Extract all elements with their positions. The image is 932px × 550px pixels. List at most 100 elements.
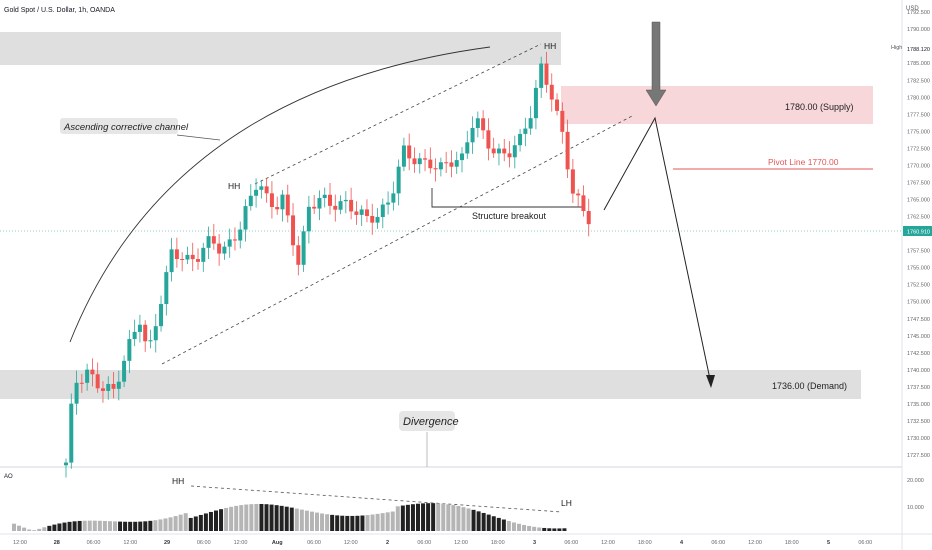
ao-bar (451, 505, 456, 531)
structure-breakout-label: Structure breakout (472, 211, 547, 221)
channel-label: Ascending corrective channel (63, 122, 189, 133)
supply-label: 1780.00 (Supply) (785, 102, 854, 112)
ao-bar (168, 517, 173, 531)
ao-bar (375, 513, 380, 531)
ao-bar (547, 528, 552, 531)
ao-bar (52, 524, 57, 531)
ao-tick-label: 20.000 (907, 478, 924, 484)
ao-bar (62, 522, 67, 531)
ao-bar (355, 515, 360, 531)
ao-bar (532, 526, 537, 531)
candle-body (206, 236, 211, 248)
time-tick-label: 06:00 (858, 540, 872, 546)
candle-body (116, 381, 121, 389)
candle-body (291, 215, 296, 246)
candle-body (322, 194, 327, 199)
candle-body (533, 87, 538, 119)
candle-body (486, 130, 491, 149)
ao-bar (133, 521, 138, 531)
time-tick-label: 06:00 (711, 540, 725, 546)
ao-bar (72, 521, 77, 531)
candle-body (380, 204, 385, 217)
ao-bar (188, 517, 193, 531)
time-tick-label: 5 (827, 540, 830, 546)
candle-body (581, 195, 586, 212)
ao-bar (123, 521, 128, 531)
candle-body (306, 206, 311, 232)
ao-bar (400, 505, 405, 531)
ao-bar (552, 528, 557, 531)
channel-label-pointer (176, 134, 221, 141)
candle-body (159, 304, 164, 327)
divergence-label-box (399, 411, 455, 431)
price-tick-label: 1785.000 (907, 61, 930, 67)
time-tick-label: 12:00 (123, 540, 137, 546)
candle-body (248, 195, 253, 207)
ao-bar (269, 504, 274, 531)
ao-bar (102, 520, 107, 531)
candle-body (301, 231, 306, 265)
time-tick-label: 06:00 (87, 540, 101, 546)
ao-bar (446, 504, 451, 531)
ao-bar (501, 519, 506, 531)
candle-body (269, 193, 274, 208)
candle-body (338, 201, 343, 210)
candle-body (264, 186, 269, 194)
price-tick-label: 1775.000 (907, 129, 930, 135)
ao-bar (113, 521, 117, 531)
candle-body (127, 339, 132, 361)
ao-bar (229, 506, 234, 531)
ao-bar (506, 521, 511, 531)
demand-zone (0, 370, 861, 399)
candle-body (428, 159, 433, 169)
candle-body (570, 169, 575, 194)
price-tick-label: 1745.000 (907, 334, 930, 340)
channel-upper-line (254, 43, 542, 185)
candle-body (148, 340, 153, 342)
high-value: 1788.120 (907, 47, 930, 53)
candle-body (180, 258, 185, 260)
ao-bar (128, 521, 133, 531)
candles-layer (64, 51, 591, 478)
candle-body (312, 206, 317, 209)
candle-body (190, 254, 195, 260)
candle-body (132, 331, 137, 340)
time-tick-label: 06:00 (564, 540, 578, 546)
candle-body (349, 199, 354, 212)
ao-bar (47, 525, 52, 531)
structure-breakout-line (431, 188, 585, 208)
ao-bar (77, 520, 82, 531)
candle-body (243, 206, 248, 230)
ao-bar (92, 520, 97, 531)
channel-arc (69, 46, 491, 343)
ao-bar (385, 512, 390, 531)
price-tick-label: 1777.500 (907, 112, 930, 118)
price-tick-label: 1755.000 (907, 266, 930, 272)
currency-label: USD (906, 6, 919, 12)
time-axis: 12:00 28 06:00 12:00 29 06:00 12:00 Aug 06:00 12:… (13, 540, 872, 546)
candle-body (544, 63, 549, 85)
time-tick-label: Aug (272, 540, 283, 546)
time-tick-label: 18:00 (491, 540, 505, 546)
ao-bar (441, 503, 446, 531)
ao-bar (208, 511, 213, 531)
ao-bar (511, 522, 516, 531)
ao-bar (107, 521, 112, 531)
ao-bar (320, 513, 325, 531)
candle-body (502, 148, 507, 154)
ao-bar (309, 511, 314, 531)
price-tick-label: 1737.500 (907, 385, 930, 391)
candle-body (143, 324, 148, 342)
candle-body (576, 193, 581, 196)
candle-body (64, 462, 68, 466)
candle-body (100, 388, 105, 391)
ao-bar (410, 504, 415, 531)
ao-bar (542, 527, 547, 531)
candle-body (111, 383, 116, 389)
ao-bar (37, 528, 42, 531)
candle-body (343, 199, 348, 202)
price-tick-label: 1732.500 (907, 419, 930, 425)
ao-bar (158, 519, 163, 531)
